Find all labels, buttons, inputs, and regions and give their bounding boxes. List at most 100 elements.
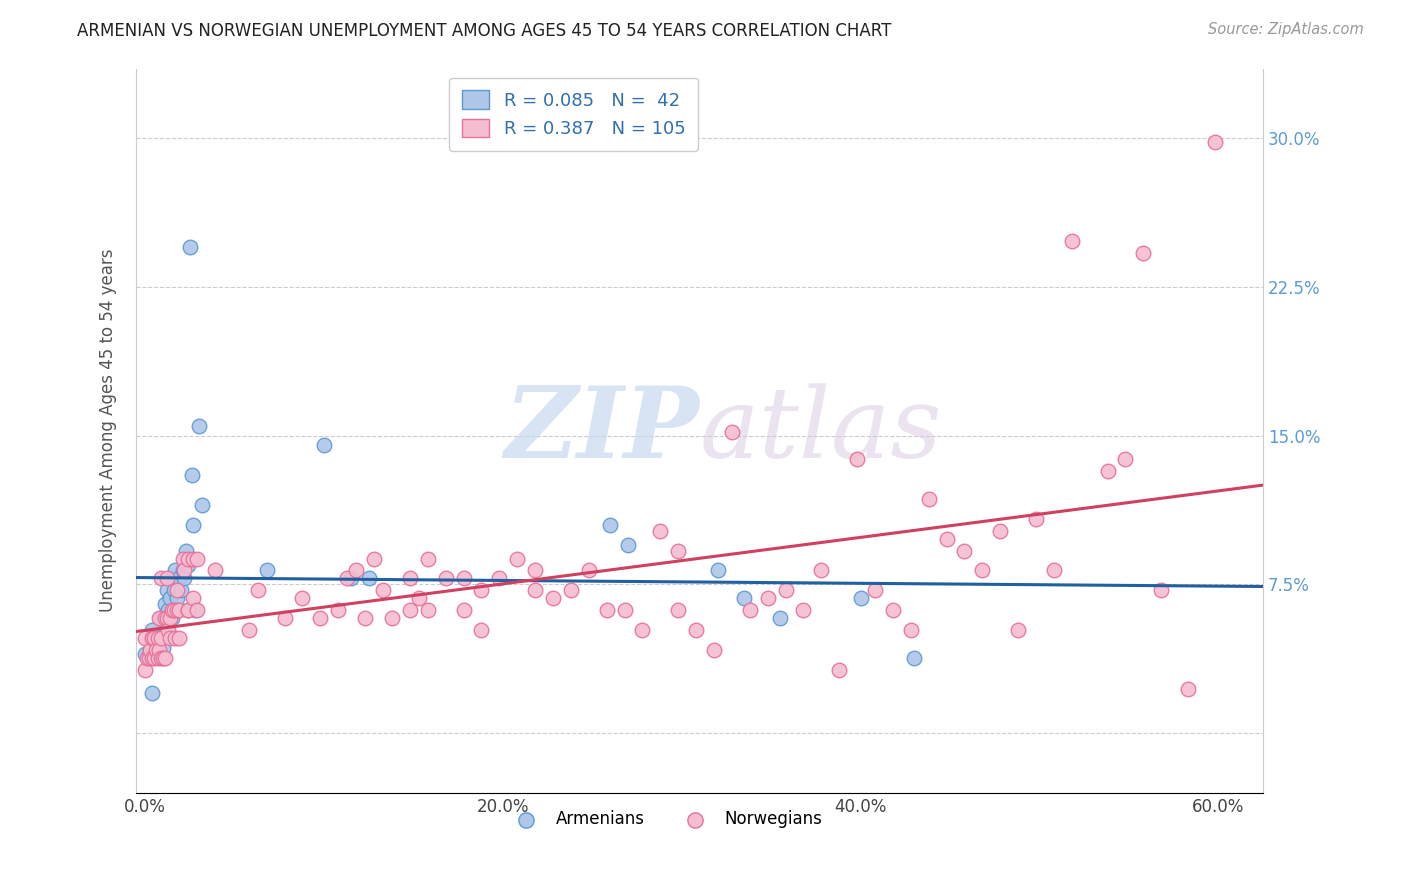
Point — [157, 603, 180, 617]
Point — [165, 631, 187, 645]
Point — [183, 591, 205, 606]
Point — [733, 591, 755, 606]
Point — [172, 551, 194, 566]
Point — [167, 571, 190, 585]
Point — [685, 623, 707, 637]
Point — [617, 538, 640, 552]
Point — [160, 603, 183, 617]
Point — [721, 425, 744, 439]
Point — [339, 571, 361, 585]
Point — [145, 631, 167, 645]
Point — [371, 583, 394, 598]
Point — [336, 571, 359, 585]
Point — [163, 603, 186, 617]
Point — [141, 650, 163, 665]
Point — [631, 623, 654, 637]
Point — [1025, 512, 1047, 526]
Point — [191, 498, 214, 512]
Point — [506, 551, 529, 566]
Point — [291, 591, 314, 606]
Text: atlas: atlas — [700, 383, 942, 478]
Point — [650, 524, 672, 538]
Point — [238, 623, 260, 637]
Point — [139, 642, 162, 657]
Point — [560, 583, 582, 598]
Point — [155, 617, 177, 632]
Point — [155, 611, 177, 625]
Point — [166, 603, 188, 617]
Point — [1114, 452, 1136, 467]
Point — [150, 631, 173, 645]
Point — [166, 583, 188, 598]
Point — [666, 603, 689, 617]
Point — [312, 438, 335, 452]
Point — [703, 642, 725, 657]
Point — [186, 603, 208, 617]
Point — [769, 611, 792, 625]
Point — [1177, 682, 1199, 697]
Y-axis label: Unemployment Among Ages 45 to 54 years: Unemployment Among Ages 45 to 54 years — [100, 249, 117, 612]
Point — [273, 611, 295, 625]
Point — [184, 603, 207, 617]
Point — [706, 564, 728, 578]
Point — [470, 623, 492, 637]
Point — [363, 551, 385, 566]
Text: Source: ZipAtlas.com: Source: ZipAtlas.com — [1208, 22, 1364, 37]
Point — [398, 571, 420, 585]
Point — [756, 591, 779, 606]
Point — [599, 517, 621, 532]
Point — [148, 642, 170, 657]
Point — [953, 543, 976, 558]
Point — [354, 611, 377, 625]
Point — [416, 603, 439, 617]
Point — [177, 603, 200, 617]
Point — [163, 583, 186, 598]
Point — [174, 543, 197, 558]
Point — [846, 452, 869, 467]
Point — [167, 631, 190, 645]
Point — [152, 650, 174, 665]
Point — [470, 583, 492, 598]
Point — [143, 650, 166, 665]
Point — [524, 583, 547, 598]
Point — [141, 631, 163, 645]
Point — [157, 623, 180, 637]
Point — [1204, 135, 1226, 149]
Point — [1150, 583, 1173, 598]
Point — [135, 650, 157, 665]
Point — [146, 631, 169, 645]
Point — [152, 640, 174, 655]
Point — [849, 591, 872, 606]
Point — [177, 558, 200, 572]
Point — [173, 564, 195, 578]
Point — [153, 611, 176, 625]
Point — [398, 603, 420, 617]
Point — [900, 623, 922, 637]
Legend: Armenians, Norwegians: Armenians, Norwegians — [502, 804, 830, 835]
Point — [177, 603, 200, 617]
Point — [170, 583, 193, 598]
Point — [150, 571, 173, 585]
Point — [882, 603, 904, 617]
Point — [146, 650, 169, 665]
Point — [613, 603, 636, 617]
Point — [1132, 246, 1154, 260]
Point — [246, 583, 269, 598]
Point — [453, 571, 475, 585]
Point — [146, 642, 169, 657]
Point — [148, 631, 170, 645]
Point — [172, 564, 194, 578]
Point — [179, 240, 201, 254]
Point — [1097, 464, 1119, 478]
Point — [150, 650, 173, 665]
Point — [138, 650, 160, 665]
Point — [775, 583, 797, 598]
Text: ARMENIAN VS NORWEGIAN UNEMPLOYMENT AMONG AGES 45 TO 54 YEARS CORRELATION CHART: ARMENIAN VS NORWEGIAN UNEMPLOYMENT AMONG… — [77, 22, 891, 40]
Point — [416, 551, 439, 566]
Point — [159, 591, 181, 606]
Point — [165, 564, 187, 578]
Point — [160, 571, 183, 585]
Point — [187, 418, 209, 433]
Point — [309, 611, 332, 625]
Point — [488, 571, 510, 585]
